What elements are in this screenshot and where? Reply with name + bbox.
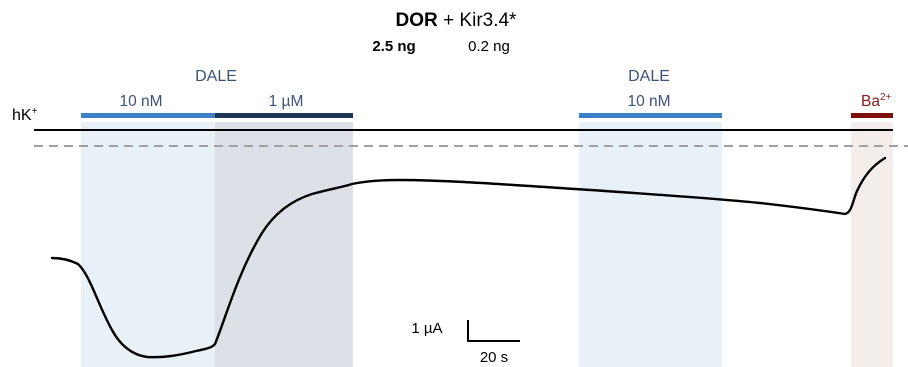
scale-bar <box>467 320 520 342</box>
shade-dale-10nm-first <box>81 122 215 367</box>
conc-label-1um: 1 µM <box>269 93 304 110</box>
scale-bar-current-label: 1 µA <box>411 320 442 337</box>
bar-barium <box>851 113 893 118</box>
scale-bar-time-label: 20 s <box>480 349 508 366</box>
conc-label-10nm-second: 10 nM <box>627 93 670 110</box>
drug-label-dale-second: DALE <box>628 68 670 85</box>
bar-dale-1um <box>215 113 353 118</box>
shade-barium <box>851 122 893 367</box>
bar-dale-10nm-first <box>81 113 215 118</box>
baseline-label: hK+ <box>12 106 38 124</box>
figure-title: DOR + Kir3.4* <box>396 10 518 31</box>
title-subtitle-kir-amount: 0.2 ng <box>468 38 510 55</box>
current-trace <box>50 156 887 359</box>
conc-label-10nm-first: 10 nM <box>119 93 162 110</box>
bar-dale-10nm-second <box>579 113 722 118</box>
barium-label: Ba2+ <box>861 92 892 110</box>
title-subtitle-dor-amount: 2.5 ng <box>372 38 415 55</box>
shade-dale-10nm-second <box>579 122 722 367</box>
drug-label-dale-first: DALE <box>195 68 237 85</box>
shade-dale-1um <box>215 122 353 367</box>
